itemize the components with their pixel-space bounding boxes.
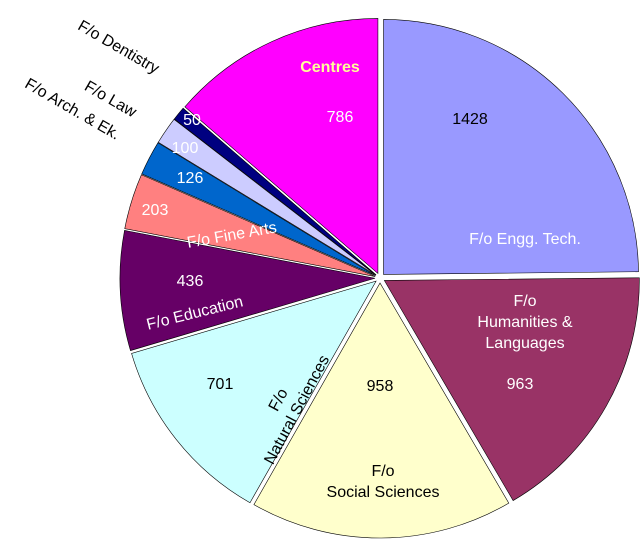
pie-slice bbox=[141, 142, 376, 276]
value-label: 958 bbox=[367, 378, 394, 395]
value-label: 1428 bbox=[452, 111, 488, 128]
pie-slice bbox=[383, 277, 640, 501]
value-label: 50 bbox=[183, 112, 201, 129]
pie-slice bbox=[253, 282, 510, 539]
value-label: 701 bbox=[207, 376, 234, 393]
pie-slice bbox=[131, 280, 377, 504]
slice-label: Centres bbox=[300, 59, 360, 76]
slice-label: F/o Humanities & Languages bbox=[477, 293, 572, 352]
slice-label: F/o Arch. & Ek. bbox=[22, 76, 123, 144]
pie-slice bbox=[157, 118, 377, 276]
pie-slice bbox=[124, 174, 376, 277]
value-label: 100 bbox=[172, 140, 199, 157]
slice-label: F/o Engg. Tech. bbox=[469, 231, 581, 248]
pie-slice bbox=[119, 230, 376, 351]
value-label: 963 bbox=[507, 376, 534, 393]
value-label: 786 bbox=[327, 109, 354, 126]
pie-slice bbox=[173, 107, 377, 276]
pie-slice bbox=[184, 18, 379, 275]
value-label: 436 bbox=[177, 273, 204, 290]
value-label: 203 bbox=[142, 202, 169, 219]
slice-label: F/o Social Sciences bbox=[327, 463, 440, 501]
pie-slice bbox=[383, 19, 639, 275]
slice-label: F/o Dentistry bbox=[75, 18, 162, 78]
value-label: 126 bbox=[177, 170, 204, 187]
